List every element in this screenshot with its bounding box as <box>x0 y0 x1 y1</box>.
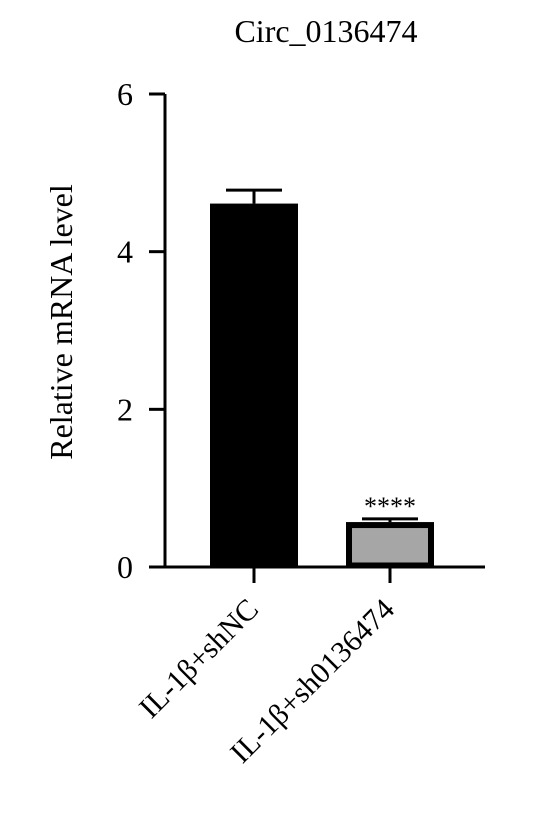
chart-title: Circ_0136474 <box>234 13 417 49</box>
bar <box>210 203 298 569</box>
y-tick-label: 6 <box>117 76 133 112</box>
significance-label: **** <box>364 492 416 521</box>
x-tick-label: IL-1β+shNC <box>133 593 265 725</box>
y-tick-label: 2 <box>117 391 133 427</box>
y-tick-label: 0 <box>117 549 133 585</box>
y-axis-label: Relative mRNA level <box>43 184 79 460</box>
bar <box>346 522 434 569</box>
y-tick-label: 4 <box>117 234 133 270</box>
